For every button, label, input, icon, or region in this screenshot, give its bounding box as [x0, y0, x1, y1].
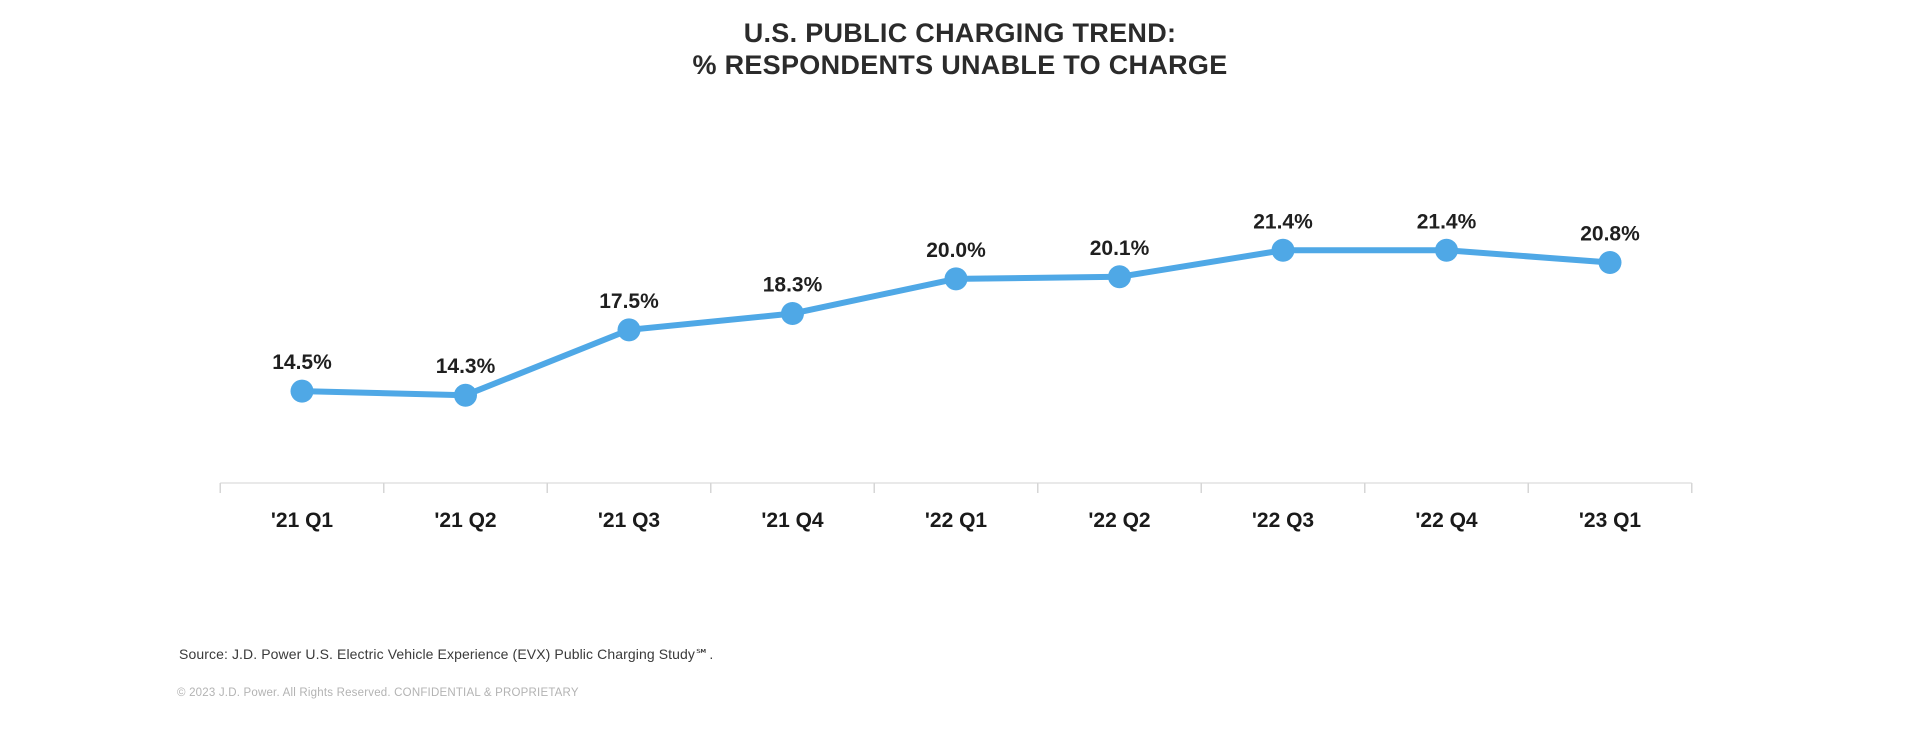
x-axis-label: '22 Q1 — [925, 509, 988, 532]
data-point-label: 20.1% — [1090, 237, 1150, 260]
data-point-label: 20.8% — [1580, 223, 1640, 246]
chart-title-line2: % RESPONDENTS UNABLE TO CHARGE — [692, 50, 1228, 80]
data-point-label: 14.5% — [272, 351, 332, 374]
data-point-label: 14.3% — [436, 355, 496, 378]
data-point-marker — [290, 379, 314, 403]
data-point-label: 21.4% — [1253, 210, 1313, 233]
data-point-marker — [1598, 251, 1622, 274]
data-point-marker — [454, 383, 477, 407]
data-point-marker — [1271, 238, 1295, 262]
x-axis-label: '21 Q4 — [761, 509, 824, 532]
x-axis-label: '21 Q2 — [434, 509, 496, 532]
data-point-marker — [1108, 265, 1131, 289]
x-axis-label: '22 Q2 — [1088, 509, 1150, 532]
x-axis-label: '21 Q3 — [598, 509, 660, 532]
data-point-marker — [1435, 238, 1458, 262]
x-axis-label: '23 Q1 — [1579, 509, 1642, 532]
source-note: Source: J.D. Power U.S. Electric Vehicle… — [179, 646, 714, 662]
x-axis-label: '22 Q3 — [1252, 509, 1314, 532]
copyright-note: © 2023 J.D. Power. All Rights Reserved. … — [177, 687, 579, 699]
data-point-label: 18.3% — [763, 274, 823, 297]
x-axis-label: '22 Q4 — [1415, 509, 1478, 532]
data-point-marker — [781, 302, 804, 326]
data-point-marker — [617, 318, 641, 342]
data-point-label: 21.4% — [1417, 210, 1477, 233]
data-point-label: 20.0% — [926, 239, 986, 262]
data-point-label: 17.5% — [599, 290, 659, 313]
x-axis-label: '21 Q1 — [271, 509, 334, 532]
chart-title-line1: U.S. PUBLIC CHARGING TREND: — [743, 18, 1177, 48]
chart-title: U.S. PUBLIC CHARGING TREND: % RESPONDENT… — [0, 17, 1920, 81]
data-point-marker — [944, 267, 968, 291]
